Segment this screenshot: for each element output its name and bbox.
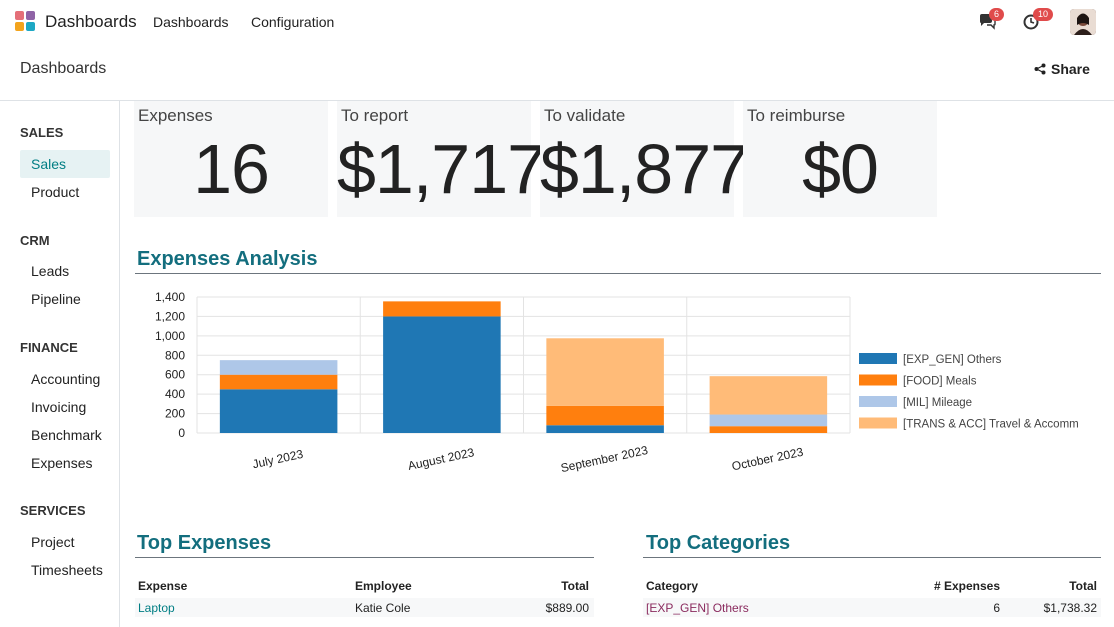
kpi-value: 16 xyxy=(193,130,270,208)
bar-segment xyxy=(219,389,338,433)
sidebar-item-timesheets[interactable]: Timesheets xyxy=(31,562,103,578)
top-expenses-heading: Top Expenses xyxy=(137,532,272,554)
heading-divider xyxy=(135,557,594,558)
count-cell: 6 xyxy=(993,601,1000,615)
messages-button[interactable]: 6 xyxy=(978,8,1005,32)
bar-segment xyxy=(219,360,338,375)
y-tick-label: 1,200 xyxy=(155,309,185,323)
breadcrumb: Dashboards xyxy=(20,60,107,77)
kpi-label: To validate xyxy=(544,106,626,125)
messages-badge: 6 xyxy=(989,8,1005,21)
share-button[interactable]: Share xyxy=(1034,61,1090,77)
section-title-services: SERVICES xyxy=(20,503,86,518)
activities-button[interactable]: 10 xyxy=(1022,8,1054,32)
col-header-count[interactable]: # Expenses xyxy=(933,579,1000,593)
clock-icon xyxy=(1023,14,1039,30)
activities-badge: 10 xyxy=(1033,8,1054,21)
x-tick-label: August 2023 xyxy=(407,445,476,473)
dashboard-sidebar: SALES Sales Product CRM Leads Pipeline F… xyxy=(0,101,120,627)
bar-segment xyxy=(709,426,828,433)
kpi-to-reimburse[interactable]: To reimburse $0 xyxy=(743,101,937,217)
y-tick-label: 1,000 xyxy=(155,329,185,343)
employee-cell: Katie Cole xyxy=(355,601,411,615)
bar-segment xyxy=(546,338,664,406)
top-categories-heading: Top Categories xyxy=(646,532,791,554)
sidebar-item-invoicing[interactable]: Invoicing xyxy=(31,399,87,415)
table-row[interactable] xyxy=(135,598,594,617)
share-label: Share xyxy=(1051,61,1090,77)
total-cell: $1,738.32 xyxy=(1043,601,1097,615)
legend-swatch xyxy=(859,374,897,386)
section-title-finance: FINANCE xyxy=(20,340,78,355)
bar-segment xyxy=(709,376,828,415)
bar-segment xyxy=(709,414,828,427)
kpi-label: To reimburse xyxy=(747,106,846,125)
bar-segment xyxy=(383,301,501,317)
y-tick-label: 1,400 xyxy=(155,290,185,304)
x-tick-label: October 2023 xyxy=(731,445,805,474)
user-avatar[interactable] xyxy=(1070,9,1096,35)
dashboards-app-icon[interactable] xyxy=(15,11,36,32)
bar-segment xyxy=(219,374,338,390)
section-title-crm: CRM xyxy=(20,233,50,248)
legend-label: [MIL] Mileage xyxy=(903,397,972,409)
expenses-analysis-chart[interactable]: 0 200 400 600 800 1,000 1,200 1,400 July 2023 Aug… xyxy=(140,285,1090,485)
x-tick-label: July 2023 xyxy=(251,447,304,471)
bar-segment xyxy=(383,316,501,433)
y-tick-label: 800 xyxy=(165,348,185,362)
menu-dashboards[interactable]: Dashboards xyxy=(153,14,229,30)
bar-segment xyxy=(546,425,664,433)
share-icon xyxy=(1034,63,1046,75)
kpi-to-validate[interactable]: To validate $1,877 xyxy=(540,101,749,217)
col-header-expense[interactable]: Expense xyxy=(138,579,188,593)
kpi-value: $0 xyxy=(802,130,879,208)
kpi-to-report[interactable]: To report $1,717 xyxy=(337,101,546,217)
menu-configuration[interactable]: Configuration xyxy=(251,14,335,30)
sidebar-item-expenses[interactable]: Expenses xyxy=(31,455,93,471)
legend-swatch xyxy=(859,396,897,407)
heading-divider xyxy=(135,273,1101,274)
legend-swatch xyxy=(859,417,897,429)
legend-swatch xyxy=(859,353,897,364)
legend-label: [EXP_GEN] Others xyxy=(903,354,1002,366)
y-tick-label: 400 xyxy=(165,387,185,401)
top-navbar: Dashboards Dashboards Configuration 6 10 xyxy=(0,0,1114,44)
expense-link[interactable]: Laptop xyxy=(138,601,175,615)
kpi-value: $1,877 xyxy=(540,130,749,208)
col-header-total[interactable]: Total xyxy=(561,579,589,593)
y-tick-label: 200 xyxy=(165,407,185,421)
sidebar-item-pipeline[interactable]: Pipeline xyxy=(31,291,81,307)
sidebar-item-leads[interactable]: Leads xyxy=(31,263,70,279)
col-header-total[interactable]: Total xyxy=(1069,579,1097,593)
sidebar-item-product[interactable]: Product xyxy=(31,184,80,200)
kpi-expenses[interactable]: Expenses 16 xyxy=(134,101,328,217)
x-tick-label: September 2023 xyxy=(559,443,649,475)
sidebar-item-benchmark[interactable]: Benchmark xyxy=(31,427,102,443)
sidebar-item-sales[interactable]: Sales xyxy=(20,150,110,178)
sidebar-item-project[interactable]: Project xyxy=(31,534,75,550)
legend-label: [FOOD] Meals xyxy=(903,376,977,388)
app-title[interactable]: Dashboards xyxy=(45,12,137,31)
kpi-label: To report xyxy=(341,106,409,125)
y-tick-label: 0 xyxy=(178,426,185,440)
kpi-value: $1,717 xyxy=(337,130,546,208)
y-tick-label: 600 xyxy=(165,368,185,382)
table-row[interactable] xyxy=(643,598,1101,617)
kpi-label: Expenses xyxy=(138,106,213,125)
col-header-category[interactable]: Category xyxy=(646,579,699,593)
sidebar-item-accounting[interactable]: Accounting xyxy=(31,371,101,387)
total-cell: $889.00 xyxy=(545,601,589,615)
col-header-employee[interactable]: Employee xyxy=(355,579,412,593)
section-title-sales: SALES xyxy=(20,125,64,140)
legend-label: [TRANS & ACC] Travel & Accomm xyxy=(903,419,1079,431)
bar-segment xyxy=(546,405,664,426)
control-panel: Dashboards Share xyxy=(0,44,1114,101)
heading-divider xyxy=(643,557,1101,558)
category-link[interactable]: [EXP_GEN] Others xyxy=(646,601,749,615)
expenses-analysis-heading: Expenses Analysis xyxy=(137,248,318,270)
